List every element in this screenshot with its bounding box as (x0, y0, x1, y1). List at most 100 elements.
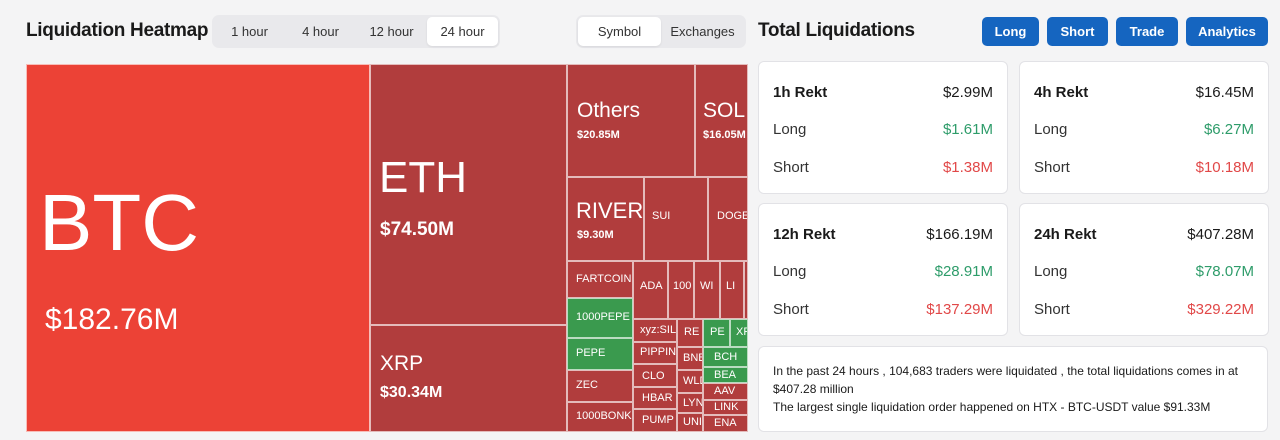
tile-symbol: FARTCOIN (576, 273, 632, 285)
tile-value: $30.34M (380, 384, 443, 401)
card-total: $407.28M (1187, 226, 1254, 243)
tile-symbol: UNI (683, 416, 702, 428)
view-option-symbol[interactable]: Symbol (578, 17, 661, 46)
tile-unlabeled[interactable] (744, 261, 748, 319)
heatmap-title: Liquidation Heatmap (26, 20, 209, 41)
tile-uni[interactable]: UNI (677, 413, 703, 432)
tile-sui[interactable]: SUI (644, 177, 708, 261)
tile-river[interactable]: RIVER $9.30M (567, 177, 644, 261)
time-option-1-hour[interactable]: 1 hour (231, 24, 268, 39)
tile-doge[interactable]: DOGE (708, 177, 748, 261)
tile-re[interactable]: RE (677, 319, 703, 347)
tile-100[interactable]: 100 (668, 261, 694, 319)
short-label: Short (773, 159, 809, 176)
time-option-4-hour[interactable]: 4 hour (302, 24, 339, 39)
tile-pump[interactable]: PUMP (633, 409, 677, 432)
tile-symbol: ADA (640, 280, 663, 292)
tile-value: $20.85M (577, 129, 620, 141)
card-label: 4h Rekt (1034, 84, 1089, 101)
tile-symbol: ETH (379, 153, 467, 202)
trade-button[interactable]: Trade (1116, 17, 1178, 46)
card-total: $2.99M (942, 84, 993, 101)
rekt-card-12h: 12h Rekt $166.19M Long $28.91M Short $13… (758, 203, 1008, 336)
tile-symbol: ZEC (576, 379, 598, 391)
tile-symbol: LI (726, 280, 736, 292)
liquidation-heatmap: BTC $182.76M ETH $74.50M XRP $30.34M Oth… (26, 64, 748, 432)
tile-symbol: RIVER (576, 198, 644, 223)
tile-value: $182.76M (45, 303, 179, 336)
liquidation-summary: In the past 24 hours , 104,683 traders w… (758, 346, 1268, 432)
tile-value: $9.30M (577, 229, 614, 241)
tile-fartcoin[interactable]: FARTCOIN (567, 261, 633, 298)
tile-clo[interactable]: CLO (633, 364, 677, 387)
tile-wi[interactable]: WI (694, 261, 720, 319)
tile-pippin[interactable]: PIPPIN (633, 342, 677, 364)
tile-bnb[interactable]: BNB (677, 347, 703, 370)
tile-symbol: RE (684, 326, 700, 338)
tile-symbol: 1000PEPE (576, 311, 630, 323)
rekt-card-1h: 1h Rekt $2.99M Long $1.61M Short $1.38M (758, 61, 1008, 194)
time-option-24-hour[interactable]: 24 hour (427, 17, 498, 46)
view-option-exchanges[interactable]: Exchanges (670, 24, 735, 39)
total-liquidations-title: Total Liquidations (758, 20, 915, 41)
tile-symbol: AAV (714, 385, 736, 397)
long-value: $28.91M (934, 263, 993, 280)
tile-wld[interactable]: WLD (677, 370, 703, 393)
card-label: 12h Rekt (773, 226, 836, 243)
tile-pe[interactable]: PE (703, 319, 730, 347)
tile-bea[interactable]: BEA (703, 367, 748, 383)
tile-symbol: WI (700, 280, 714, 292)
tile-symbol: SOL (703, 99, 746, 122)
tile-zec[interactable]: ZEC (567, 370, 633, 402)
short-button[interactable]: Short (1047, 17, 1108, 46)
tile-btc[interactable]: BTC $182.76M (26, 64, 370, 432)
tile-1000bonk[interactable]: 1000BONK (567, 402, 633, 432)
tile-value: $16.05M (703, 129, 746, 141)
card-total: $16.45M (1195, 84, 1254, 101)
tile-symbol: LYN (683, 397, 703, 409)
card-label: 24h Rekt (1034, 226, 1097, 243)
tile-symbol: CLO (642, 370, 665, 382)
long-value: $78.07M (1195, 263, 1254, 280)
tile-1000pepe[interactable]: 1000PEPE (567, 298, 633, 338)
tile-aav[interactable]: AAV (703, 383, 748, 400)
tile-hbar[interactable]: HBAR (633, 387, 677, 409)
short-value: $137.29M (926, 301, 993, 318)
analytics-button[interactable]: Analytics (1186, 17, 1268, 46)
long-value: $6.27M (1203, 121, 1254, 138)
tile-xrp[interactable]: XRP $30.34M (370, 325, 567, 432)
tile-symbol: WLD (683, 375, 702, 387)
tile-symbol: XRP (380, 352, 424, 375)
short-value: $329.22M (1187, 301, 1254, 318)
tile-pepe[interactable]: PEPE (567, 338, 633, 370)
tile-eth[interactable]: ETH $74.50M (370, 64, 567, 325)
summary-line-2: The largest single liquidation order hap… (773, 400, 1211, 414)
tile-li[interactable]: LI (720, 261, 744, 319)
tile-symbol: PEPE (576, 347, 606, 359)
tile-value: $74.50M (380, 219, 454, 240)
tile-symbol: BTC (39, 178, 199, 267)
tile-symbol: PE (710, 326, 725, 338)
tile-sol[interactable]: SOL $16.05M (695, 64, 748, 177)
long-label: Long (1034, 263, 1068, 280)
tile-symbol: BEA (714, 369, 737, 381)
tile-symbol: HBAR (642, 392, 673, 404)
rekt-card-4h: 4h Rekt $16.45M Long $6.27M Short $10.18… (1019, 61, 1269, 194)
tile-others[interactable]: Others $20.85M (567, 64, 695, 177)
short-value: $10.18M (1195, 159, 1254, 176)
tile-lyn[interactable]: LYN (677, 393, 703, 413)
tile-symbol: xyz:SIL (640, 324, 677, 336)
tile-bch[interactable]: BCH (703, 347, 748, 367)
view-mode-selector: Symbol Exchanges (576, 15, 746, 48)
long-label: Long (773, 263, 807, 280)
tile-xyz-sil[interactable]: xyz:SIL (633, 319, 677, 342)
long-label: Long (773, 121, 807, 138)
tile-ena[interactable]: ENA (703, 415, 748, 432)
long-button[interactable]: Long (982, 17, 1039, 46)
time-option-12-hour[interactable]: 12 hour (369, 24, 414, 39)
short-label: Short (1034, 159, 1070, 176)
tile-xp[interactable]: XP (730, 319, 748, 347)
tile-link[interactable]: LINK (703, 400, 748, 415)
tile-symbol: DOGE (717, 210, 748, 222)
tile-ada[interactable]: ADA (633, 261, 668, 319)
